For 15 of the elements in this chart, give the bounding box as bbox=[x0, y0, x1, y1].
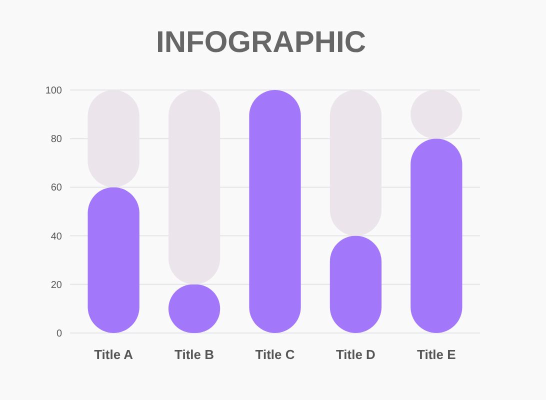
bar bbox=[88, 187, 140, 333]
y-tick-label: 20 bbox=[50, 280, 62, 291]
x-tick-label: Title E bbox=[417, 347, 456, 362]
x-tick-label: Title A bbox=[94, 347, 134, 362]
bar bbox=[410, 138, 462, 333]
y-tick-label: 0 bbox=[56, 328, 62, 340]
x-tick-label: Title B bbox=[174, 347, 214, 362]
chart-title: INFOGRAPHIC bbox=[156, 26, 366, 59]
y-tick-label: 100 bbox=[45, 86, 62, 96]
y-tick-label: 60 bbox=[50, 182, 62, 194]
x-tick-label: Title D bbox=[336, 347, 376, 362]
bar bbox=[249, 90, 301, 333]
y-tick-label: 80 bbox=[50, 134, 62, 146]
y-tick-label: 40 bbox=[50, 231, 62, 242]
x-tick-label: Title C bbox=[255, 347, 296, 362]
